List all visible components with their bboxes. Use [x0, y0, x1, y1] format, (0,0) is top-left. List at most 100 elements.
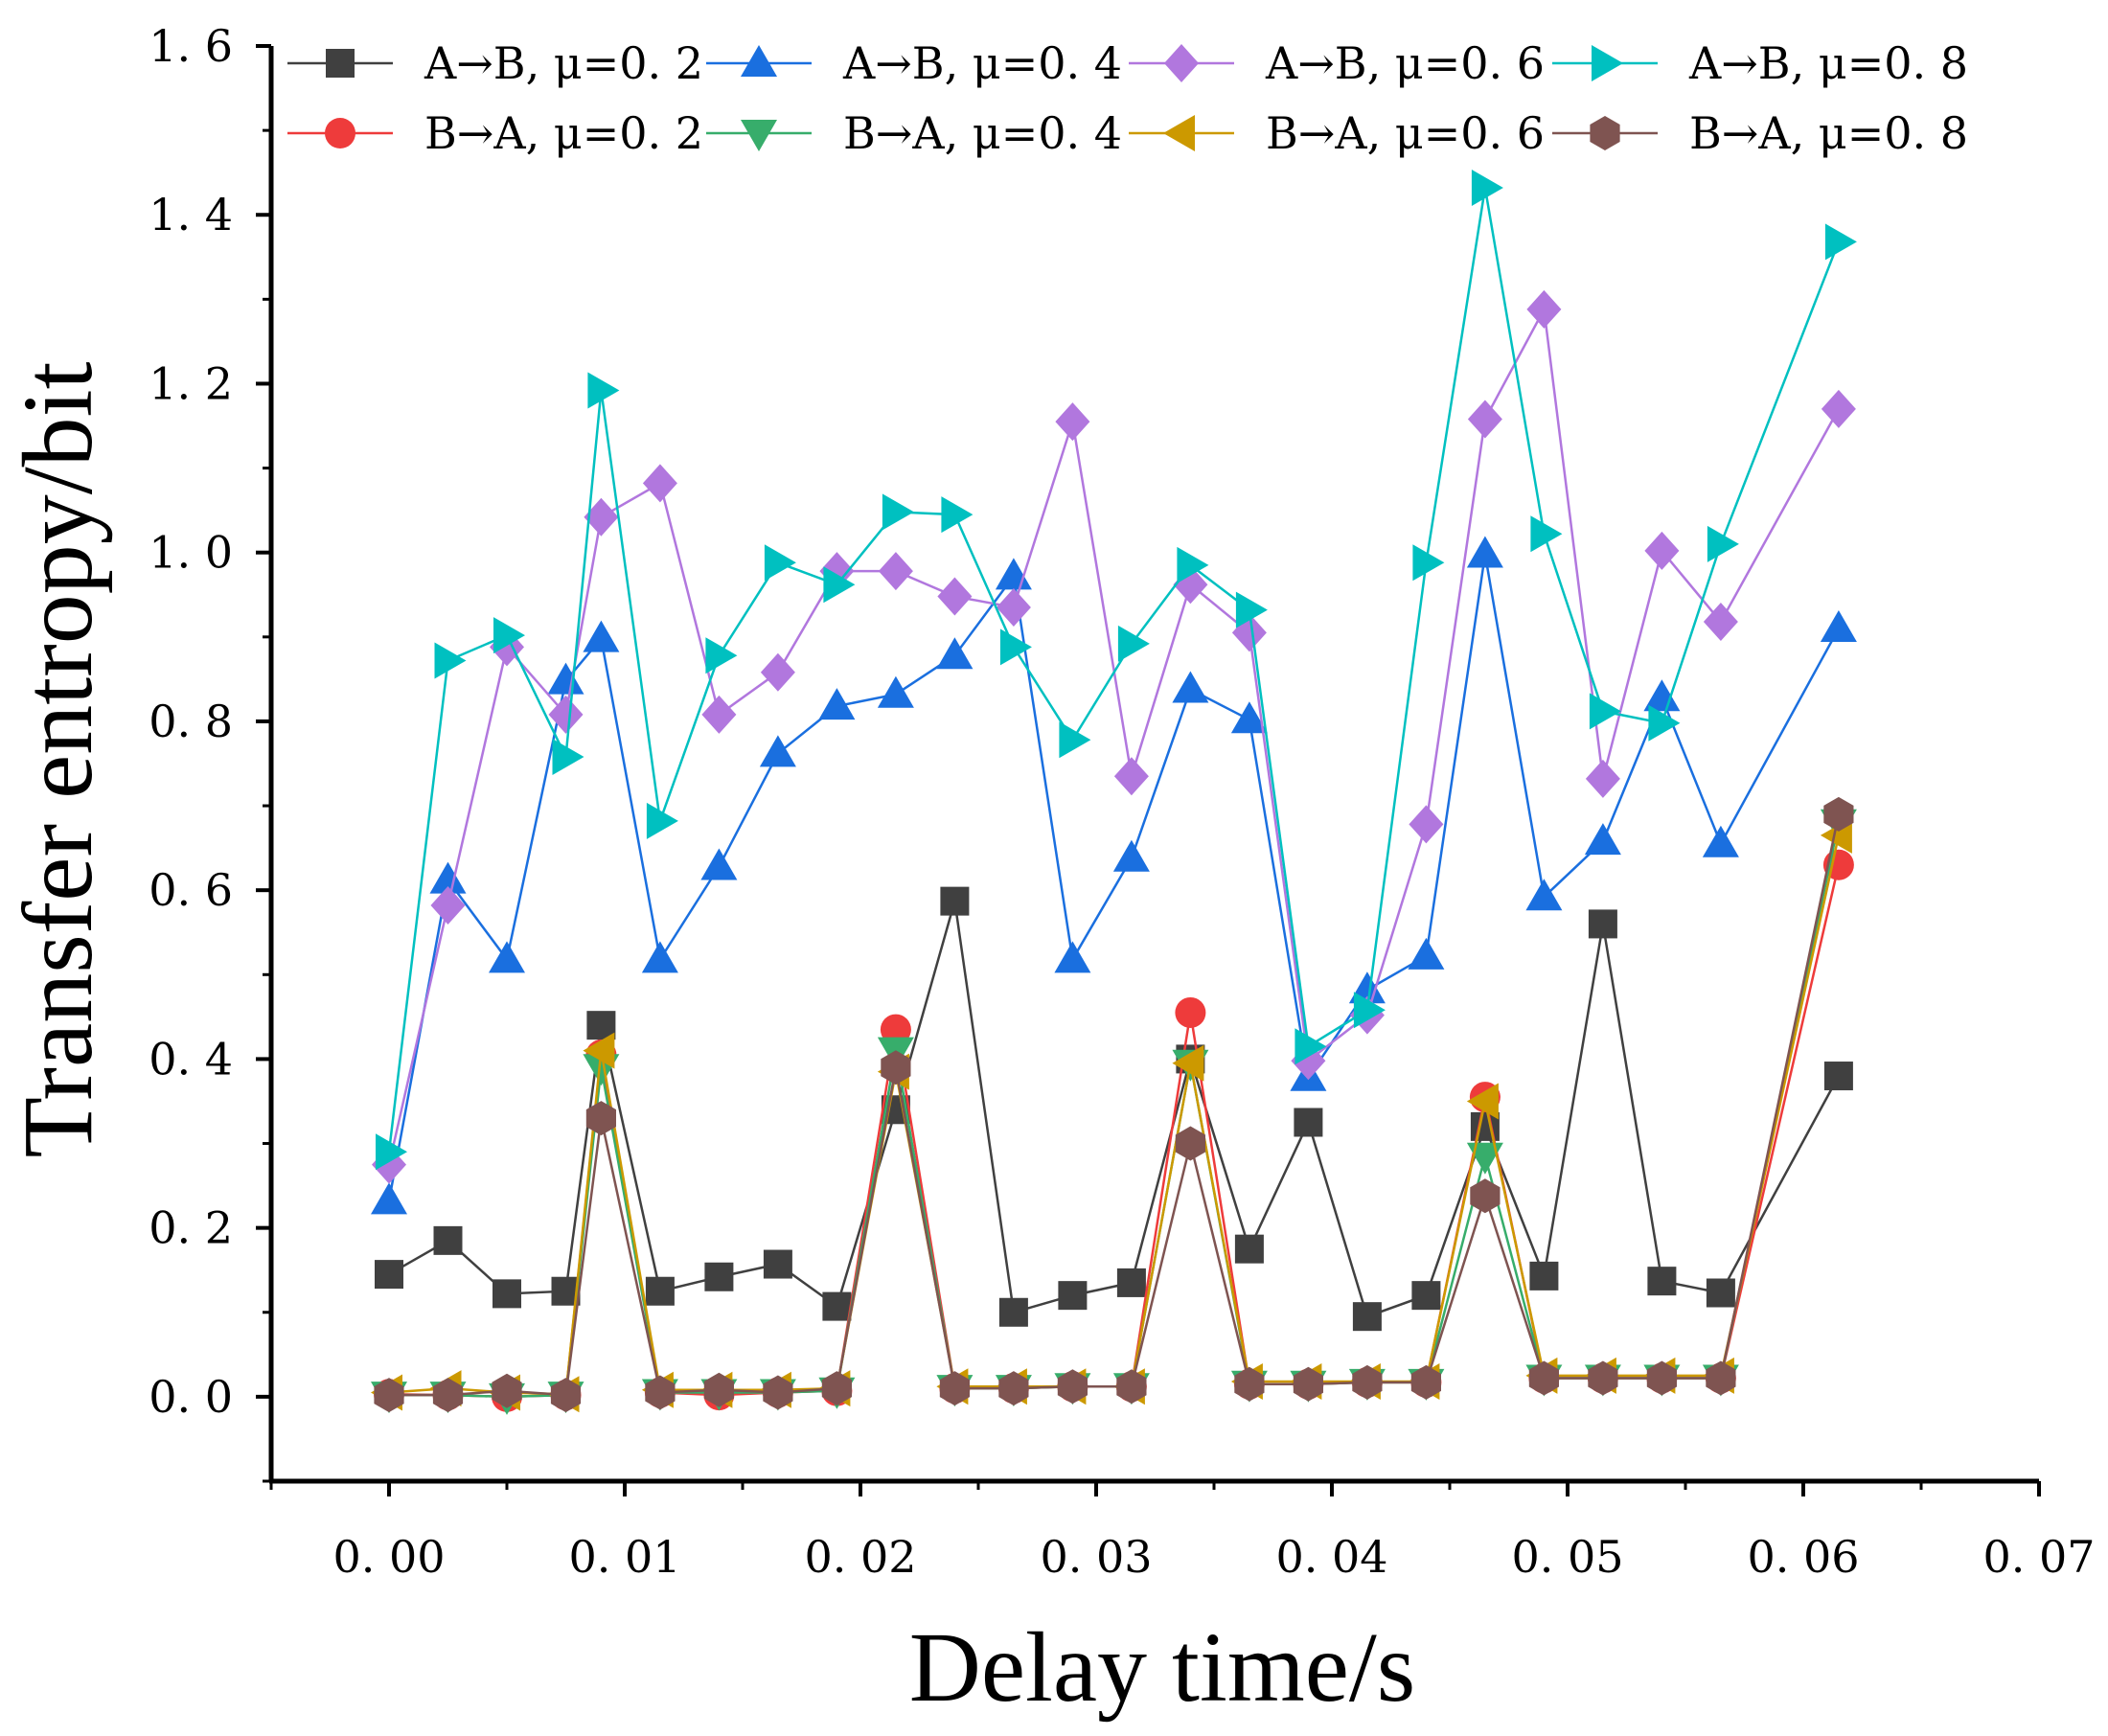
series-3-point	[1408, 937, 1445, 970]
series-5-point	[548, 695, 584, 734]
legend-label: B→A, μ=0. 4	[843, 107, 1122, 159]
series-7-point	[376, 1133, 407, 1171]
series-5-point	[430, 886, 466, 925]
series-7-point	[1707, 525, 1739, 562]
series-3-point	[759, 735, 796, 767]
legend-marker-circle-icon	[325, 118, 355, 148]
series-6-point	[583, 1032, 615, 1069]
legend-item: B→A, μ=0. 6	[1129, 107, 1545, 159]
series-7-point	[434, 642, 467, 679]
series-5-point	[937, 577, 973, 616]
series-7-point	[1471, 170, 1503, 206]
series-1-point	[1411, 1281, 1441, 1311]
series-5-point	[1467, 400, 1502, 439]
series-1-point	[763, 1249, 792, 1279]
series-2-point	[1175, 996, 1206, 1028]
series-7-point	[705, 637, 738, 674]
y-tick-label: 1. 0	[149, 527, 233, 579]
series-8-point	[492, 1373, 522, 1408]
y-tick-label: 0. 4	[149, 1033, 233, 1085]
series-1-point	[1116, 1268, 1146, 1297]
series-1	[375, 886, 1853, 1332]
series-8-point	[1352, 1364, 1383, 1400]
series-1-point	[1529, 1261, 1559, 1291]
series-8-point	[1706, 1360, 1736, 1396]
x-tick-label: 0. 06	[1747, 1531, 1859, 1583]
legend-marker-hexagon-icon	[1590, 116, 1620, 150]
legend-marker-triangle-up-icon	[741, 45, 777, 77]
axes: 0. 00 0. 01 0. 02 0. 03 0. 04 0. 05 0. 06 0. 07…	[149, 20, 2095, 1583]
legend-item: A→B, μ=0. 6	[1129, 37, 1545, 89]
series-7-point	[493, 617, 525, 654]
y-tick-label: 0. 6	[149, 864, 233, 916]
series-3-point	[1230, 701, 1268, 734]
series-3-point	[1525, 879, 1563, 911]
series-3	[371, 536, 1857, 1215]
legend-label: A→B, μ=0. 6	[1265, 37, 1545, 89]
y-tick-label: 0. 0	[149, 1371, 233, 1423]
legend-item: B→A, μ=0. 4	[706, 107, 1122, 159]
series-6-point	[1172, 1044, 1204, 1082]
series-5-point	[584, 497, 619, 537]
series-3-point	[547, 662, 584, 695]
series-7-point	[882, 493, 914, 531]
series-1-point	[1706, 1278, 1735, 1308]
y-axis-title: Transfer entropy/bit	[3, 361, 113, 1157]
x-tick-label: 0. 00	[332, 1531, 445, 1583]
x-tick-label: 0. 03	[1040, 1531, 1152, 1583]
legend-marker-square-icon	[326, 49, 355, 78]
series-1-point	[1352, 1302, 1382, 1332]
series-1-point	[704, 1262, 734, 1291]
series-8-point	[763, 1375, 793, 1410]
y-tick-label: 1. 6	[149, 20, 233, 72]
series-3-point	[1172, 671, 1209, 703]
series-8-point	[1116, 1369, 1147, 1405]
series-5-point	[1821, 389, 1856, 428]
series-5-point	[1644, 531, 1680, 570]
legend: A→B, μ=0. 2 B→A, μ=0. 2 A→B, μ=0. 4 B→A, μ=…	[287, 37, 1968, 159]
series-8-point	[585, 1101, 616, 1136]
series-8-point	[550, 1378, 582, 1413]
series-3-point	[700, 848, 738, 880]
series-7-point	[1059, 721, 1091, 759]
plot-series	[371, 170, 1857, 1415]
series-8-point	[703, 1372, 734, 1407]
series-3-point	[371, 1182, 407, 1215]
series-8-point	[645, 1375, 676, 1410]
series-8-point	[1470, 1178, 1501, 1214]
legend-item: A→B, μ=0. 2	[287, 37, 703, 89]
series-7-point	[999, 628, 1032, 666]
series-8-point	[1646, 1360, 1677, 1396]
series-3-point	[1702, 825, 1739, 857]
series-1-point	[493, 1279, 521, 1309]
series-7-point	[941, 496, 974, 534]
series-5-point	[760, 652, 795, 692]
series-7-point	[552, 739, 584, 775]
series-8-point	[1410, 1364, 1441, 1400]
series-5-point	[1055, 402, 1090, 442]
x-tick-label: 0. 07	[1982, 1531, 2095, 1583]
series-5-point	[1409, 805, 1444, 844]
legend-label: A→B, μ=0. 2	[424, 37, 703, 89]
series-1-point	[1823, 1062, 1853, 1091]
series-7	[376, 170, 1857, 1171]
series-5-point	[1585, 759, 1620, 798]
legend-marker-triangle-down-icon	[741, 120, 777, 151]
series-1-point	[1058, 1281, 1088, 1311]
y-tick-label: 0. 8	[149, 696, 233, 747]
series-5-point	[1703, 603, 1738, 641]
series-3-point	[1820, 610, 1857, 642]
series-8-point	[881, 1050, 911, 1085]
series-3-point	[1054, 941, 1091, 973]
series-5-point	[701, 695, 737, 734]
series-1-point	[1588, 909, 1617, 939]
legend-item: B→A, μ=0. 8	[1552, 107, 1968, 159]
x-tick-label: 0. 04	[1275, 1531, 1387, 1583]
legend-item: A→B, μ=0. 4	[706, 37, 1122, 89]
series-7-point	[823, 566, 856, 604]
series-8-point	[821, 1371, 852, 1406]
series-5-point	[642, 464, 677, 503]
